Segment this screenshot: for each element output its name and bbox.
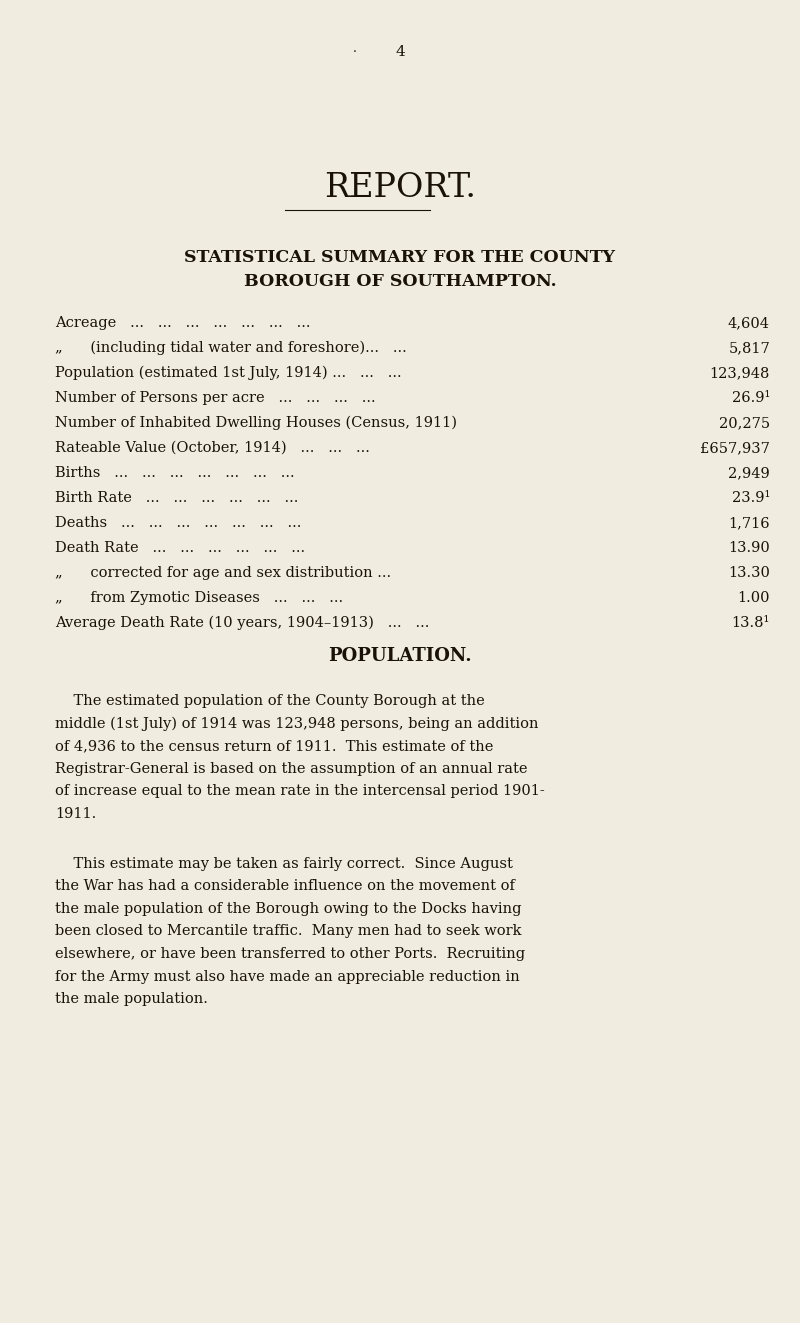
Text: 13.30: 13.30	[728, 566, 770, 579]
Text: of 4,936 to the census return of 1911.  This estimate of the: of 4,936 to the census return of 1911. T…	[55, 740, 494, 753]
Text: elsewhere, or have been transferred to other Ports.  Recruiting: elsewhere, or have been transferred to o…	[55, 947, 525, 960]
Text: ·: ·	[353, 46, 357, 60]
Text: the male population of the Borough owing to the Docks having: the male population of the Borough owing…	[55, 902, 522, 916]
Text: 1,716: 1,716	[728, 516, 770, 531]
Text: Registrar-General is based on the assumption of an annual rate: Registrar-General is based on the assump…	[55, 762, 527, 775]
Text: Births   ...   ...   ...   ...   ...   ...   ...: Births ... ... ... ... ... ... ...	[55, 466, 294, 480]
Text: „      from Zymotic Diseases   ...   ...   ...: „ from Zymotic Diseases ... ... ...	[55, 591, 343, 605]
Text: STATISTICAL SUMMARY FOR THE COUNTY: STATISTICAL SUMMARY FOR THE COUNTY	[185, 250, 615, 266]
Text: REPORT.: REPORT.	[324, 172, 476, 204]
Text: 4,604: 4,604	[728, 316, 770, 329]
Text: middle (1st July) of 1914 was 123,948 persons, being an addition: middle (1st July) of 1914 was 123,948 pe…	[55, 717, 538, 730]
Text: BOROUGH OF SOUTHAMPTON.: BOROUGH OF SOUTHAMPTON.	[244, 274, 556, 291]
Text: POPULATION.: POPULATION.	[328, 647, 472, 665]
Text: Population (estimated 1st July, 1914) ...   ...   ...: Population (estimated 1st July, 1914) ..…	[55, 365, 402, 380]
Text: 26.9¹: 26.9¹	[732, 392, 770, 405]
Text: 2,949: 2,949	[728, 466, 770, 480]
Text: This estimate may be taken as fairly correct.  Since August: This estimate may be taken as fairly cor…	[55, 857, 513, 871]
Text: 1.00: 1.00	[738, 591, 770, 605]
Text: 4: 4	[395, 45, 405, 60]
Text: 123,948: 123,948	[710, 366, 770, 380]
Text: 13.8¹: 13.8¹	[732, 617, 770, 630]
Text: 23.9¹: 23.9¹	[732, 491, 770, 505]
Text: 20,275: 20,275	[719, 415, 770, 430]
Text: 1911.: 1911.	[55, 807, 96, 820]
Text: Deaths   ...   ...   ...   ...   ...   ...   ...: Deaths ... ... ... ... ... ... ...	[55, 516, 302, 531]
Text: 5,817: 5,817	[728, 341, 770, 355]
Text: £657,937: £657,937	[700, 441, 770, 455]
Text: „      corrected for age and sex distribution ...: „ corrected for age and sex distribution…	[55, 566, 391, 579]
Text: the War has had a considerable influence on the movement of: the War has had a considerable influence…	[55, 880, 515, 893]
Text: Number of Persons per acre   ...   ...   ...   ...: Number of Persons per acre ... ... ... .…	[55, 392, 376, 405]
Text: Average Death Rate (10 years, 1904–1913)   ...   ...: Average Death Rate (10 years, 1904–1913)…	[55, 615, 430, 630]
Text: Rateable Value (October, 1914)   ...   ...   ...: Rateable Value (October, 1914) ... ... .…	[55, 441, 370, 455]
Text: Death Rate   ...   ...   ...   ...   ...   ...: Death Rate ... ... ... ... ... ...	[55, 541, 305, 556]
Text: Acreage   ...   ...   ...   ...   ...   ...   ...: Acreage ... ... ... ... ... ... ...	[55, 316, 310, 329]
Text: Number of Inhabited Dwelling Houses (Census, 1911): Number of Inhabited Dwelling Houses (Cen…	[55, 415, 457, 430]
Text: of increase equal to the mean rate in the intercensal period 1901-: of increase equal to the mean rate in th…	[55, 785, 545, 798]
Text: „      (including tidal water and foreshore)...   ...: „ (including tidal water and foreshore).…	[55, 341, 406, 355]
Text: Birth Rate   ...   ...   ...   ...   ...   ...: Birth Rate ... ... ... ... ... ...	[55, 491, 298, 505]
Text: the male population.: the male population.	[55, 992, 208, 1005]
Text: 13.90: 13.90	[728, 541, 770, 556]
Text: for the Army must also have made an appreciable reduction in: for the Army must also have made an appr…	[55, 970, 520, 983]
Text: been closed to Mercantile traffic.  Many men had to seek work: been closed to Mercantile traffic. Many …	[55, 925, 522, 938]
Text: The estimated population of the County Borough at the: The estimated population of the County B…	[55, 695, 485, 708]
